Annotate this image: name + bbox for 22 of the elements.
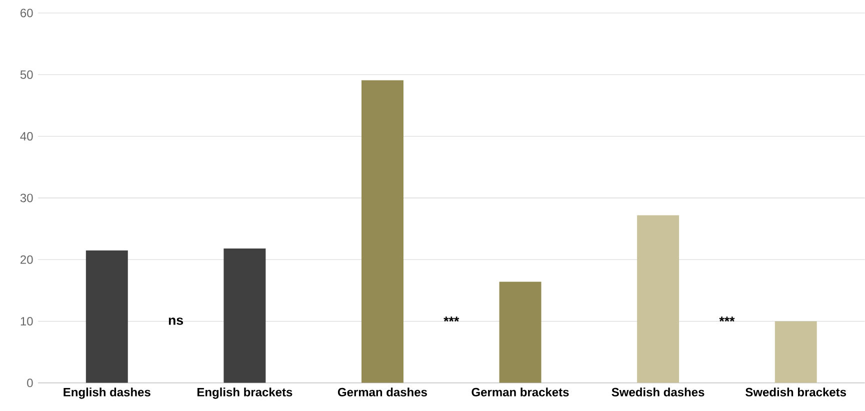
x-tick-label: English brackets [197, 388, 292, 399]
bar [86, 250, 128, 383]
y-tick-label: 60 [20, 8, 33, 18]
y-tick-label: 20 [20, 255, 33, 264]
x-tick-label: Swedish brackets [746, 388, 846, 396]
x-tick-label: German brackets [472, 388, 569, 396]
annotation: *** [444, 316, 460, 322]
annotation: ns [168, 318, 184, 325]
bar [774, 321, 817, 383]
annotation: *** [719, 316, 735, 322]
y-tick-label: 50 [20, 70, 33, 79]
y-tick-label: 10 [20, 317, 33, 326]
bar [637, 215, 680, 383]
bar [499, 282, 542, 383]
x-tick-label: German dashes [338, 388, 427, 396]
y-tick-label: 40 [20, 132, 33, 141]
bar [224, 248, 266, 383]
x-tick-label: Swedish dashes [612, 388, 704, 396]
x-tick-label: English dashes [64, 388, 150, 399]
y-tick-label: 0 [27, 378, 33, 388]
bar [361, 80, 404, 383]
y-tick-label: 30 [20, 194, 33, 202]
